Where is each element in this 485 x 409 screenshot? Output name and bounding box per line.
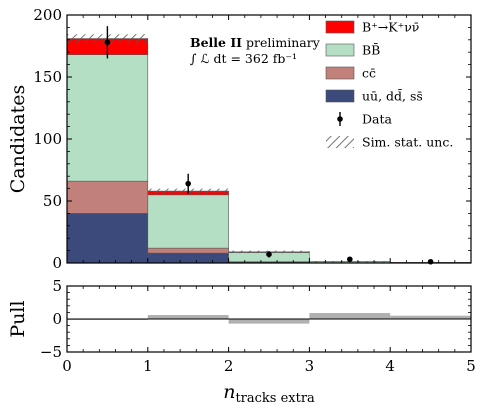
data-point-2 — [266, 251, 272, 258]
main-axis-ticks: 0 50 100 150 200 — [33, 6, 472, 272]
luminosity-label: ∫ ℒ dt = 362 fb⁻¹ — [190, 51, 297, 66]
experiment-status: preliminary — [242, 35, 321, 50]
pull-xtick-label-4: 4 — [385, 357, 395, 375]
bar-series-1-bin-0 — [66, 180, 149, 214]
data-point-4 — [427, 258, 434, 265]
x-axis-label-subscript: tracks extra — [235, 391, 315, 406]
pull-bar-1 — [147, 315, 229, 319]
bar-series-0-bin-0 — [66, 213, 149, 264]
bar-series-0-bin-1 — [147, 252, 229, 264]
pull-xtick-label-2: 2 — [224, 357, 234, 375]
pull-ytick-label-2: 5 — [52, 277, 62, 295]
experiment-label: Belle II preliminary ∫ ℒ dt = 362 fb⁻¹ — [190, 35, 321, 66]
pull-bar-4 — [390, 315, 471, 319]
y-axis-label: Candidates — [7, 85, 29, 193]
pull-xtick-label-3: 3 — [305, 357, 315, 375]
legend-swatch-0 — [325, 20, 355, 34]
svg-text:Belle II preliminary: Belle II preliminary — [190, 35, 321, 50]
main-panel: 0 50 100 150 200 Candidates Belle II prelimi… — [7, 6, 472, 272]
legend-swatch-3 — [325, 89, 355, 103]
main-ytick-label-1: 50 — [43, 192, 62, 210]
bar-series-2-bin-1 — [147, 194, 229, 249]
x-axis-label: ntracks extra — [223, 381, 315, 406]
legend: B⁺→K⁺νν̄ BB̄ cc̄ uū, dd̄, ss̄ Data Sim. stat.… — [325, 20, 453, 150]
pull-ytick-label-1: 0 — [52, 310, 62, 328]
main-ytick-label-2: 100 — [33, 130, 62, 148]
main-ytick-label-4: 200 — [33, 6, 62, 24]
data-point-1 — [185, 180, 191, 187]
pull-bar-3 — [309, 313, 391, 319]
pull-xtick-label-0: 0 — [62, 357, 72, 375]
bar-series-1-bin-1 — [147, 247, 229, 254]
pull-plot-area — [67, 313, 471, 324]
pull-xtick-label-5: 5 — [466, 357, 476, 375]
pull-xtick-label-1: 1 — [143, 357, 153, 375]
bar-series-2-bin-0 — [66, 54, 149, 182]
legend-label-4: Data — [362, 112, 392, 127]
legend-label-5: Sim. stat. unc. — [362, 135, 453, 150]
pull-y-axis-label: Pull — [7, 300, 29, 337]
legend-swatch-1 — [325, 43, 355, 57]
main-ytick-label-3: 150 — [33, 68, 62, 86]
legend-label-3: uū, dd̄, ss̄ — [362, 88, 423, 104]
legend-label-2: cc̄ — [362, 66, 376, 81]
legend-swatch-2 — [325, 66, 355, 80]
legend-label-1: BB̄ — [362, 42, 380, 57]
main-ytick-label-0: 0 — [52, 254, 62, 272]
main-plot-area — [66, 26, 472, 265]
pull-bar-2 — [228, 319, 310, 324]
experiment-name: Belle II — [190, 35, 242, 50]
data-point-0 — [104, 39, 111, 46]
legend-label-0: B⁺→K⁺νν̄ — [362, 20, 419, 35]
data-point-3 — [347, 256, 353, 263]
legend-swatch-5 — [326, 136, 354, 148]
legend-swatch-dot-4 — [337, 116, 343, 122]
pull-ytick-label-0: −5 — [40, 343, 62, 361]
